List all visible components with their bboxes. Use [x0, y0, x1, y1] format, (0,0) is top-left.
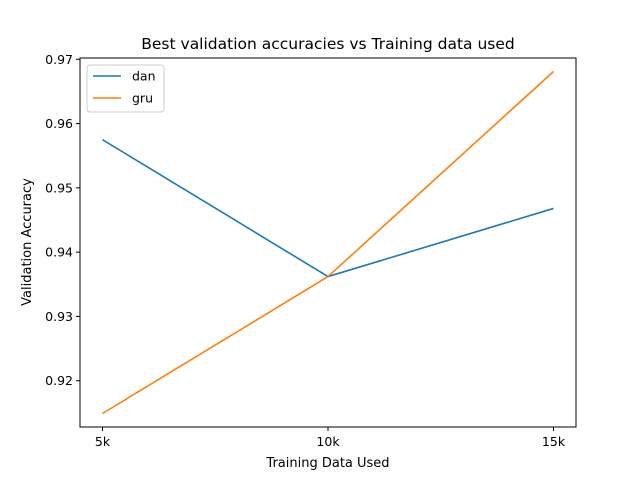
- y-tick-label: 0.97: [45, 52, 73, 67]
- chart-title: Best validation accuracies vs Training d…: [141, 35, 514, 53]
- x-tick-label: 15k: [542, 434, 566, 449]
- y-tick-label: 0.92: [45, 373, 73, 388]
- x-tick-label: 5k: [95, 434, 111, 449]
- y-axis-title: Validation Accuracy: [20, 178, 35, 306]
- series-line-gru: [102, 70, 555, 415]
- x-tick-label: 10k: [316, 434, 340, 449]
- plot-area: [102, 70, 555, 415]
- y-tick-label: 0.93: [45, 309, 73, 324]
- x-axis: 5k 10k 15k: [95, 427, 566, 449]
- y-tick-label: 0.94: [45, 245, 73, 260]
- y-axis: 0.92 0.93 0.94 0.95 0.96 0.97: [45, 52, 80, 388]
- x-axis-title: Training Data Used: [265, 456, 389, 471]
- legend: dan gru: [86, 64, 165, 113]
- y-tick-label: 0.96: [45, 116, 73, 131]
- legend-label-dan: dan: [132, 69, 156, 84]
- legend-label-gru: gru: [132, 91, 153, 106]
- y-tick-label: 0.95: [45, 180, 73, 195]
